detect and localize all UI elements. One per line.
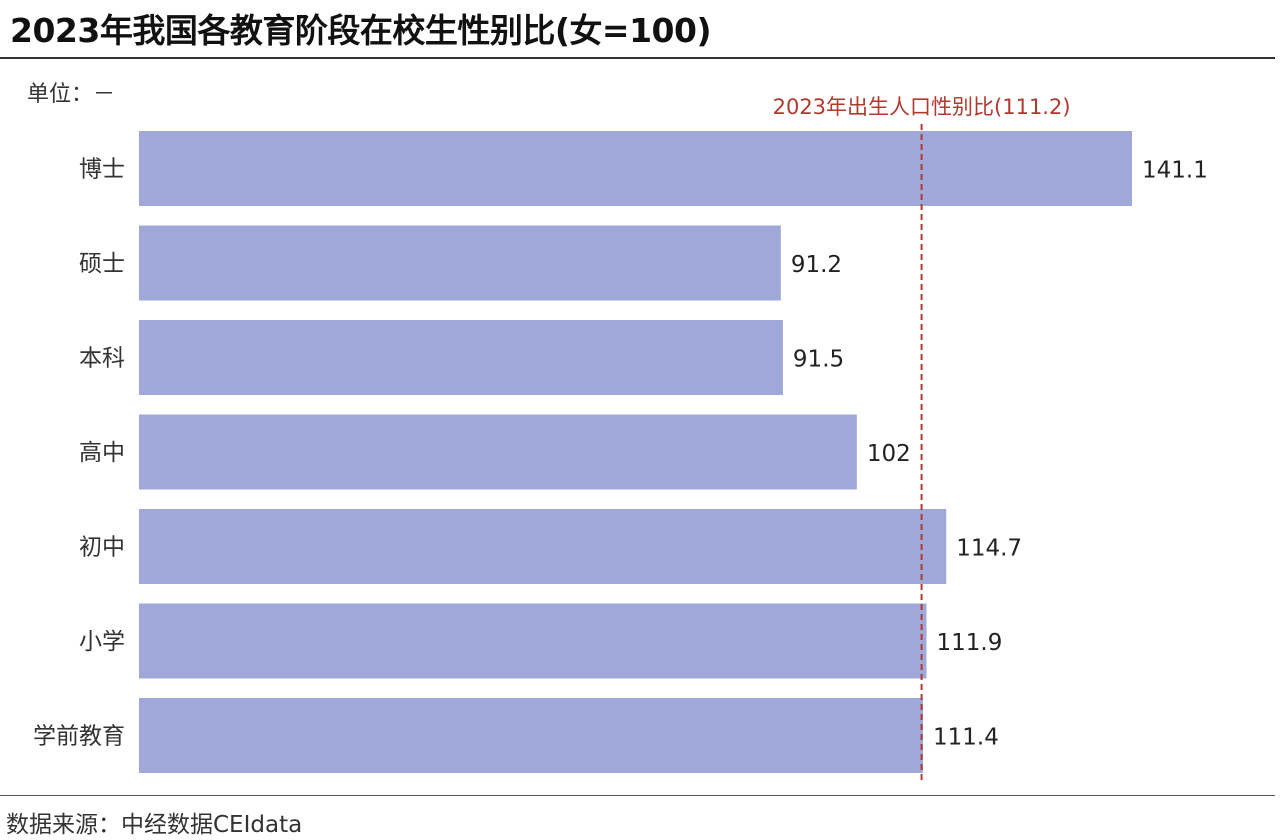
labels-layer: 博士 141.1 硕士 91.2 本科 91.5 高中 102 初中 114.7 小学 111.9 学前… [33, 157, 1208, 751]
reference-line-label: 2023年出生人口性别比(111.2) [773, 95, 1071, 119]
title-divider [0, 57, 1275, 59]
category-label: 博士 [79, 157, 125, 183]
reference-layer: 2023年出生人口性别比(111.2) [773, 95, 1071, 783]
value-label: 111.4 [933, 725, 999, 751]
unit-label: 单位：－ [27, 82, 116, 107]
value-label: 111.9 [937, 630, 1003, 656]
category-label: 高中 [79, 440, 125, 466]
bar-3 [139, 414, 857, 490]
bar-2 [139, 320, 783, 395]
bars-layer [139, 131, 1132, 773]
category-label: 本科 [79, 346, 125, 372]
chart-title: 2023年我国各教育阶段在校生性别比(女=100) [10, 11, 712, 50]
value-label: 141.1 [1142, 158, 1208, 184]
source-note: 数据来源：中经数据CEIdata [6, 812, 303, 838]
value-label: 91.5 [793, 347, 844, 373]
bar-4 [139, 509, 947, 584]
value-label: 91.2 [791, 252, 842, 278]
category-label: 硕士 [79, 251, 125, 277]
category-label: 初中 [79, 535, 125, 561]
bar-1 [139, 225, 781, 301]
bar-6 [139, 698, 923, 773]
category-label: 小学 [79, 629, 125, 655]
value-label: 102 [867, 441, 911, 467]
value-label: 114.7 [956, 536, 1022, 562]
bar-5 [139, 603, 927, 679]
bar-chart: 博士 141.1 硕士 91.2 本科 91.5 高中 102 初中 114.7 小学 111.9 学前… [33, 95, 1208, 783]
category-label: 学前教育 [33, 724, 125, 750]
footer-divider [0, 795, 1275, 796]
bar-0 [139, 131, 1132, 206]
